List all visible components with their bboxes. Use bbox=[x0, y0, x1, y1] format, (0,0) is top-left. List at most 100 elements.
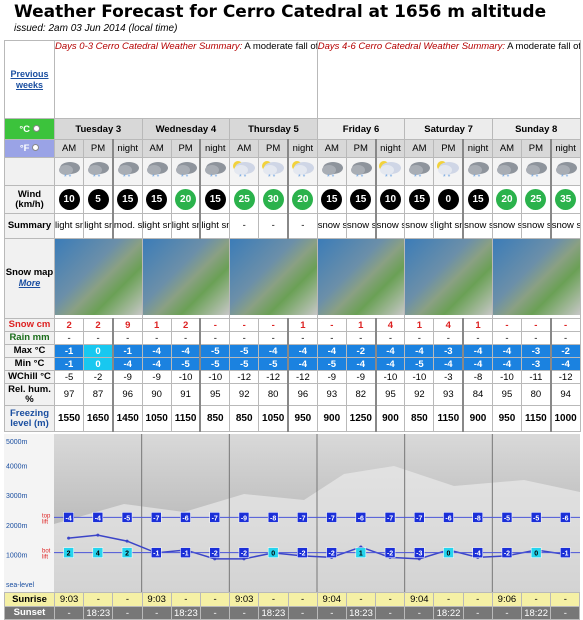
lift-temp-marker bbox=[326, 547, 337, 558]
period-header: AM bbox=[491, 139, 523, 158]
rel-hum-cell: 95 bbox=[199, 383, 231, 406]
freezing-level-point bbox=[213, 557, 217, 561]
snow-map-sun[interactable] bbox=[491, 238, 581, 319]
altitude-label: 2000m bbox=[6, 523, 28, 530]
lift-temp-value: 1 bbox=[359, 551, 363, 558]
wind-arrow-icon: 25 bbox=[233, 189, 255, 210]
sunrise-cell: 9:06 bbox=[491, 592, 523, 607]
snow-cell: - bbox=[521, 318, 552, 332]
wind-chill-cell: -10 bbox=[404, 370, 435, 384]
snow-map-tue[interactable] bbox=[54, 238, 143, 319]
lift-temp-value: -8 bbox=[475, 515, 481, 522]
cloud-snow-icon: * * bbox=[523, 159, 549, 181]
lift-temp-marker bbox=[297, 547, 308, 558]
sunset-cell: 18:23 bbox=[170, 606, 201, 620]
wind-cell: 15 bbox=[345, 185, 377, 214]
freezing-level-cell: 950 bbox=[491, 405, 523, 432]
lift-temp-value: -7 bbox=[416, 515, 422, 522]
weather-icon-cell: * * bbox=[170, 157, 201, 186]
wind-chill-cell: -9 bbox=[141, 370, 172, 384]
period-header: night bbox=[111, 139, 143, 158]
rain-cell: - bbox=[521, 331, 552, 345]
unit-fahrenheit-toggle[interactable]: °F bbox=[4, 139, 55, 158]
freezing-level-point bbox=[125, 539, 129, 543]
snow-map-fri[interactable] bbox=[316, 238, 406, 319]
wind-cell: 15 bbox=[141, 185, 172, 214]
weather-icon-cell: * * bbox=[111, 157, 143, 186]
snow-cell: 1 bbox=[462, 318, 493, 332]
period-header: AM bbox=[141, 139, 172, 158]
sunrise-cell: - bbox=[520, 592, 552, 607]
freezing-level-cell: 900 bbox=[374, 405, 406, 432]
sunrise-cell: - bbox=[287, 592, 318, 607]
snow-map-wed[interactable] bbox=[141, 238, 231, 319]
wind-chill-cell: -11 bbox=[521, 370, 552, 384]
lift-label: lift bbox=[42, 555, 48, 561]
snow-map-sat[interactable] bbox=[404, 238, 493, 319]
rel-hum-cell: 95 bbox=[374, 383, 406, 406]
snow-map-thu[interactable] bbox=[229, 238, 318, 319]
rel-hum-cell: 93 bbox=[433, 383, 464, 406]
previous-weeks-link[interactable]: Previous weeks bbox=[10, 68, 49, 90]
cloud-snow-icon: * * bbox=[553, 159, 579, 181]
sunset-cell: - bbox=[375, 606, 406, 620]
wind-cell: 10 bbox=[53, 185, 85, 214]
lift-temp-value: -2 bbox=[241, 551, 247, 558]
wind-arrow-icon: 15 bbox=[467, 189, 489, 210]
freezing-level-point bbox=[96, 533, 100, 537]
sunrise-cell: - bbox=[345, 592, 377, 607]
wind-cell: 15 bbox=[199, 185, 231, 214]
max-temp-cell: -4 bbox=[404, 344, 435, 358]
freezing-level-cell: 1150 bbox=[433, 405, 464, 432]
rel-hum-cell: 94 bbox=[549, 383, 581, 406]
svg-text:* *: * * bbox=[531, 174, 539, 181]
sunrise-cell: - bbox=[258, 592, 289, 607]
lift-temp-value: -2 bbox=[328, 551, 334, 558]
max-temp-cell: -2 bbox=[345, 344, 377, 358]
weather-icon-label bbox=[4, 157, 55, 186]
lift-temp-value: 4 bbox=[96, 551, 100, 558]
lift-temp-value: -4 bbox=[65, 515, 71, 522]
rel-hum-label: Rel. hum. % bbox=[4, 383, 55, 406]
rain-cell: - bbox=[170, 331, 201, 345]
summary-cell: light snow bbox=[141, 213, 172, 239]
summary-label: Summary bbox=[4, 213, 55, 239]
altitude-label: sea-level bbox=[6, 582, 34, 589]
rel-hum-cell: 96 bbox=[111, 383, 143, 406]
max-temp-cell: -3 bbox=[433, 344, 464, 358]
max-temp-cell: -4 bbox=[374, 344, 406, 358]
wind-cell: 15 bbox=[462, 185, 493, 214]
lift-temp-marker bbox=[63, 547, 74, 558]
sunrise-cell: 9:03 bbox=[53, 592, 85, 607]
min-temp-cell: -5 bbox=[229, 357, 260, 371]
more-maps-link[interactable]: More bbox=[18, 278, 41, 288]
wind-chill-cell: -12 bbox=[549, 370, 581, 384]
lift-temp-marker bbox=[560, 512, 571, 523]
rel-hum-cell: 80 bbox=[258, 383, 289, 406]
sunset-cell: - bbox=[287, 606, 318, 620]
lift-temp-value: -6 bbox=[358, 515, 364, 522]
svg-text:* *: * * bbox=[414, 174, 422, 181]
summary-cell: - bbox=[258, 213, 289, 239]
svg-text:* *: * * bbox=[239, 174, 247, 181]
wind-cell: 10 bbox=[374, 185, 406, 214]
wind-chill-cell: -9 bbox=[316, 370, 347, 384]
min-temp-cell: -5 bbox=[199, 357, 231, 371]
wind-chill-cell: -12 bbox=[286, 370, 318, 384]
cloud-snow-icon: * * bbox=[494, 159, 520, 181]
lift-temp-marker bbox=[63, 512, 74, 523]
rel-hum-cell: 90 bbox=[141, 383, 172, 406]
wind-arrow-icon: 35 bbox=[555, 189, 577, 210]
unit-celsius-toggle[interactable]: °C bbox=[4, 118, 55, 140]
period-header: PM bbox=[170, 139, 201, 158]
lift-temp-value: -2 bbox=[387, 551, 393, 558]
lift-temp-value: 2 bbox=[125, 551, 129, 558]
weather-icon-cell: * * bbox=[404, 157, 435, 186]
snow-cell: - bbox=[491, 318, 523, 332]
wind-arrow-icon: 0 bbox=[437, 189, 459, 210]
sunset-cell: 18:23 bbox=[345, 606, 377, 620]
lift-temp-marker bbox=[238, 512, 250, 523]
min-temp-label: Min °C bbox=[4, 357, 55, 371]
snow-cell: - bbox=[549, 318, 581, 332]
